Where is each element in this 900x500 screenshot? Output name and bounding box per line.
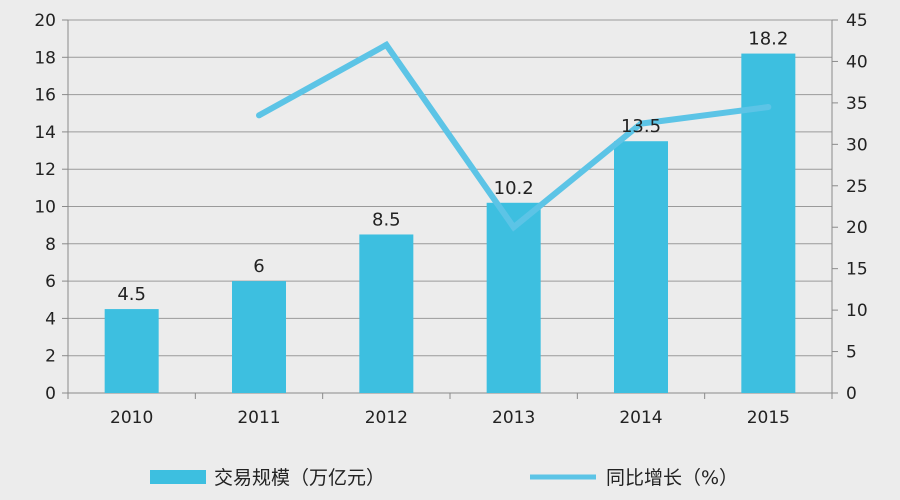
y-right-tick-label: 40 — [846, 52, 868, 72]
bar-value-label: 18.2 — [748, 29, 788, 50]
y-right-tick-label: 35 — [846, 94, 868, 114]
gridlines — [68, 19, 832, 357]
bar-2012 — [359, 234, 414, 393]
y-left-tick-label: 10 — [34, 198, 56, 218]
growth-point-2014 — [638, 120, 644, 127]
data-labels: 4.5 6 8.5 10.2 13.5 18.2 — [117, 29, 788, 306]
y-left-tick-label: 4 — [45, 309, 56, 329]
y-right-tick-label: 15 — [846, 260, 868, 280]
y-right-tick-label: 25 — [846, 177, 868, 197]
y-left-tick-label: 14 — [34, 123, 56, 143]
axes: 0 2 4 6 8 10 12 14 16 18 20 0 5 10 15 20 25 30 35 40 45 2010 2… — [34, 11, 867, 428]
bar-value-label: 6 — [253, 256, 264, 277]
x-tick-label: 2015 — [747, 408, 790, 428]
bar-2010 — [104, 309, 159, 393]
x-tick-label: 2010 — [110, 408, 153, 428]
x-tick-label: 2012 — [365, 408, 408, 428]
y-left-tick-label: 8 — [45, 235, 56, 255]
y-left-tick-label: 16 — [34, 86, 56, 106]
x-tick-label: 2013 — [492, 408, 535, 428]
y-left-tick-label: 20 — [34, 11, 56, 31]
line-series — [256, 40, 772, 232]
bar-value-label: 4.5 — [117, 284, 146, 305]
growth-point-2015 — [765, 104, 772, 111]
bar-2011 — [232, 281, 286, 393]
y-right-tick-label: 45 — [846, 11, 868, 31]
y-right-tick-label: 0 — [846, 384, 857, 404]
y-right-tick-label: 10 — [846, 301, 868, 321]
y-left-tick-label: 12 — [34, 160, 56, 180]
y-right-tick-label: 20 — [846, 218, 868, 238]
x-tick-label: 2014 — [619, 408, 662, 428]
y-left-tick-label: 2 — [45, 347, 56, 367]
legend-bar-swatch — [150, 470, 206, 484]
y-right-tick-label: 30 — [846, 135, 868, 155]
y-left-tick-label: 18 — [34, 48, 56, 68]
bar-value-label: 13.5 — [621, 116, 661, 137]
growth-point-2013 — [510, 224, 517, 231]
bar-2014 — [614, 141, 668, 393]
growth-point-2012 — [383, 41, 390, 48]
bar-value-label: 10.2 — [494, 178, 534, 199]
y-left-tick-label: 0 — [45, 384, 56, 404]
legend-bar-label: 交易规模（万亿元） — [214, 467, 385, 489]
bar-value-label: 8.5 — [372, 209, 401, 230]
y-right-tick-label: 5 — [846, 343, 857, 363]
bar-series — [104, 53, 796, 393]
legend-line-label: 同比增长（%） — [606, 467, 738, 489]
growth-point-2011 — [256, 112, 262, 119]
x-tick-label: 2011 — [237, 408, 280, 428]
y-left-tick-label: 6 — [45, 272, 56, 292]
growth-rate-line — [257, 40, 769, 232]
bar-2013 — [486, 202, 541, 393]
legend: 交易规模（万亿元） 同比增长（%） — [150, 467, 738, 489]
